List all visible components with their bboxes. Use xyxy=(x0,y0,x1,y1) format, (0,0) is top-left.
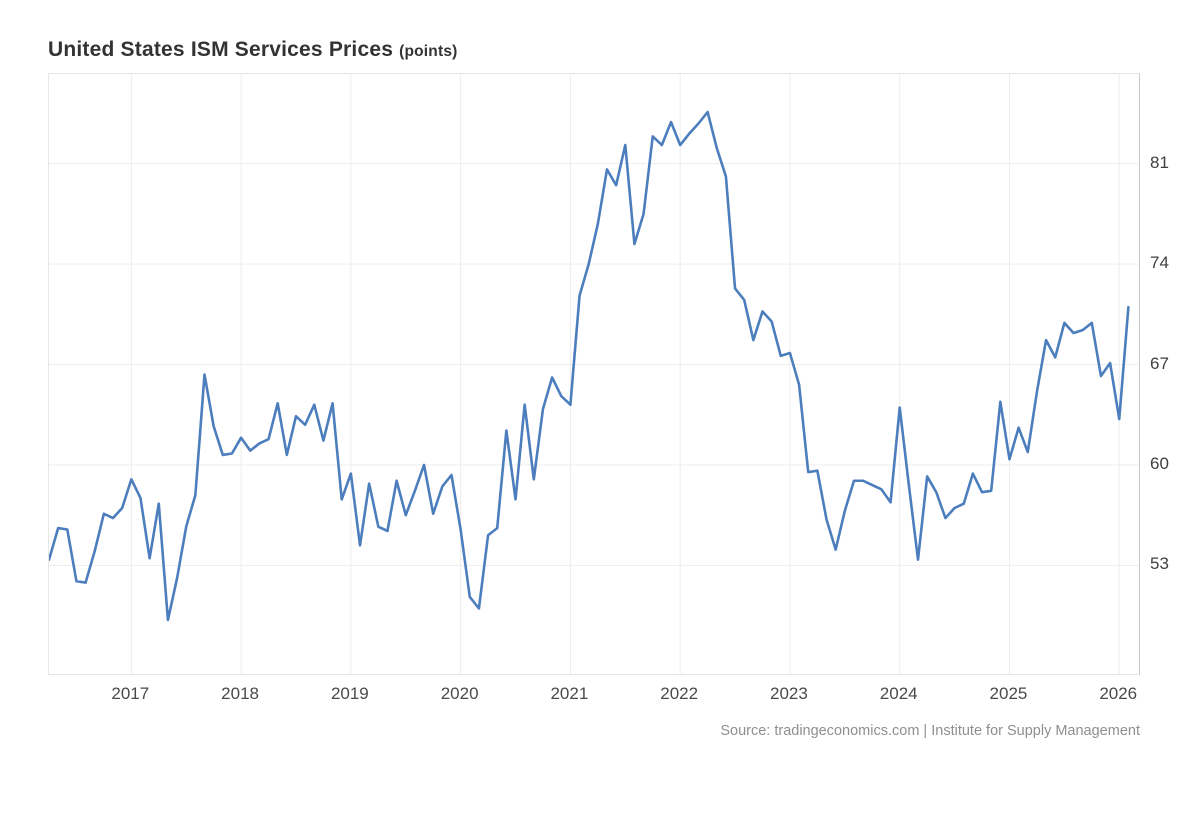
x-axis-label: 2019 xyxy=(330,684,369,703)
x-axis-label: 2018 xyxy=(221,684,259,703)
title-text: United States ISM Services Prices xyxy=(48,38,394,61)
y-axis-label: 81 xyxy=(1150,152,1169,172)
y-axis-label: 74 xyxy=(1150,253,1169,273)
chart-frame xyxy=(48,73,1140,675)
x-axis-label: 2025 xyxy=(989,684,1028,703)
x-axis-label: 2022 xyxy=(660,684,699,703)
x-axis-label: 2017 xyxy=(111,684,150,703)
x-axis-label: 2021 xyxy=(550,684,589,703)
y-axis-label: 60 xyxy=(1150,453,1169,473)
source-text: Source: tradingeconomics.com | Institute… xyxy=(720,723,1140,739)
chart-canvas[interactable] xyxy=(49,74,1139,674)
x-axis-label: 2026 xyxy=(1099,684,1138,703)
y-axis-label: 67 xyxy=(1150,353,1169,373)
x-axis-label: 2023 xyxy=(770,684,808,703)
x-axis-label: 2024 xyxy=(879,684,918,703)
y-axis-label: 53 xyxy=(1150,554,1169,574)
series-line xyxy=(49,110,1130,622)
title-units: (points) xyxy=(399,43,458,60)
x-axis-label: 2020 xyxy=(440,684,479,703)
page-title: United States ISM Services Prices (points… xyxy=(48,38,458,62)
